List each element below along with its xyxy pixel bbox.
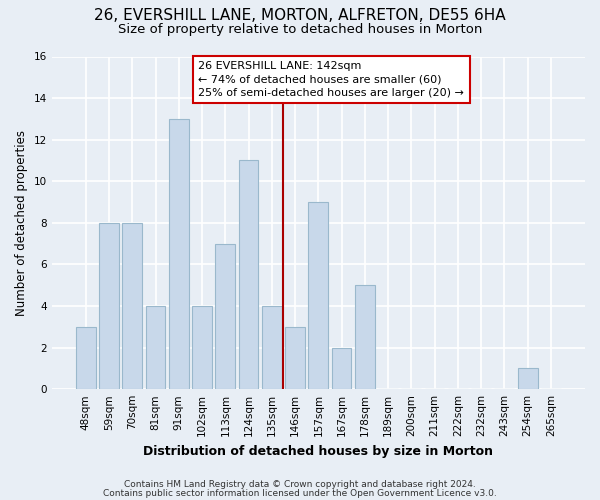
Bar <box>169 119 188 389</box>
Text: Contains public sector information licensed under the Open Government Licence v3: Contains public sector information licen… <box>103 488 497 498</box>
Y-axis label: Number of detached properties: Number of detached properties <box>15 130 28 316</box>
Bar <box>332 348 352 389</box>
Bar <box>99 223 119 389</box>
Bar <box>518 368 538 389</box>
Bar <box>308 202 328 389</box>
Text: Contains HM Land Registry data © Crown copyright and database right 2024.: Contains HM Land Registry data © Crown c… <box>124 480 476 489</box>
Bar <box>146 306 166 389</box>
Bar <box>215 244 235 389</box>
Bar <box>76 327 95 389</box>
Bar <box>122 223 142 389</box>
Bar <box>285 327 305 389</box>
Text: 26, EVERSHILL LANE, MORTON, ALFRETON, DE55 6HA: 26, EVERSHILL LANE, MORTON, ALFRETON, DE… <box>94 8 506 22</box>
Bar <box>262 306 282 389</box>
Bar <box>192 306 212 389</box>
X-axis label: Distribution of detached houses by size in Morton: Distribution of detached houses by size … <box>143 444 493 458</box>
Text: 26 EVERSHILL LANE: 142sqm
← 74% of detached houses are smaller (60)
25% of semi-: 26 EVERSHILL LANE: 142sqm ← 74% of detac… <box>199 62 464 98</box>
Text: Size of property relative to detached houses in Morton: Size of property relative to detached ho… <box>118 22 482 36</box>
Bar <box>239 160 259 389</box>
Bar <box>355 285 375 389</box>
